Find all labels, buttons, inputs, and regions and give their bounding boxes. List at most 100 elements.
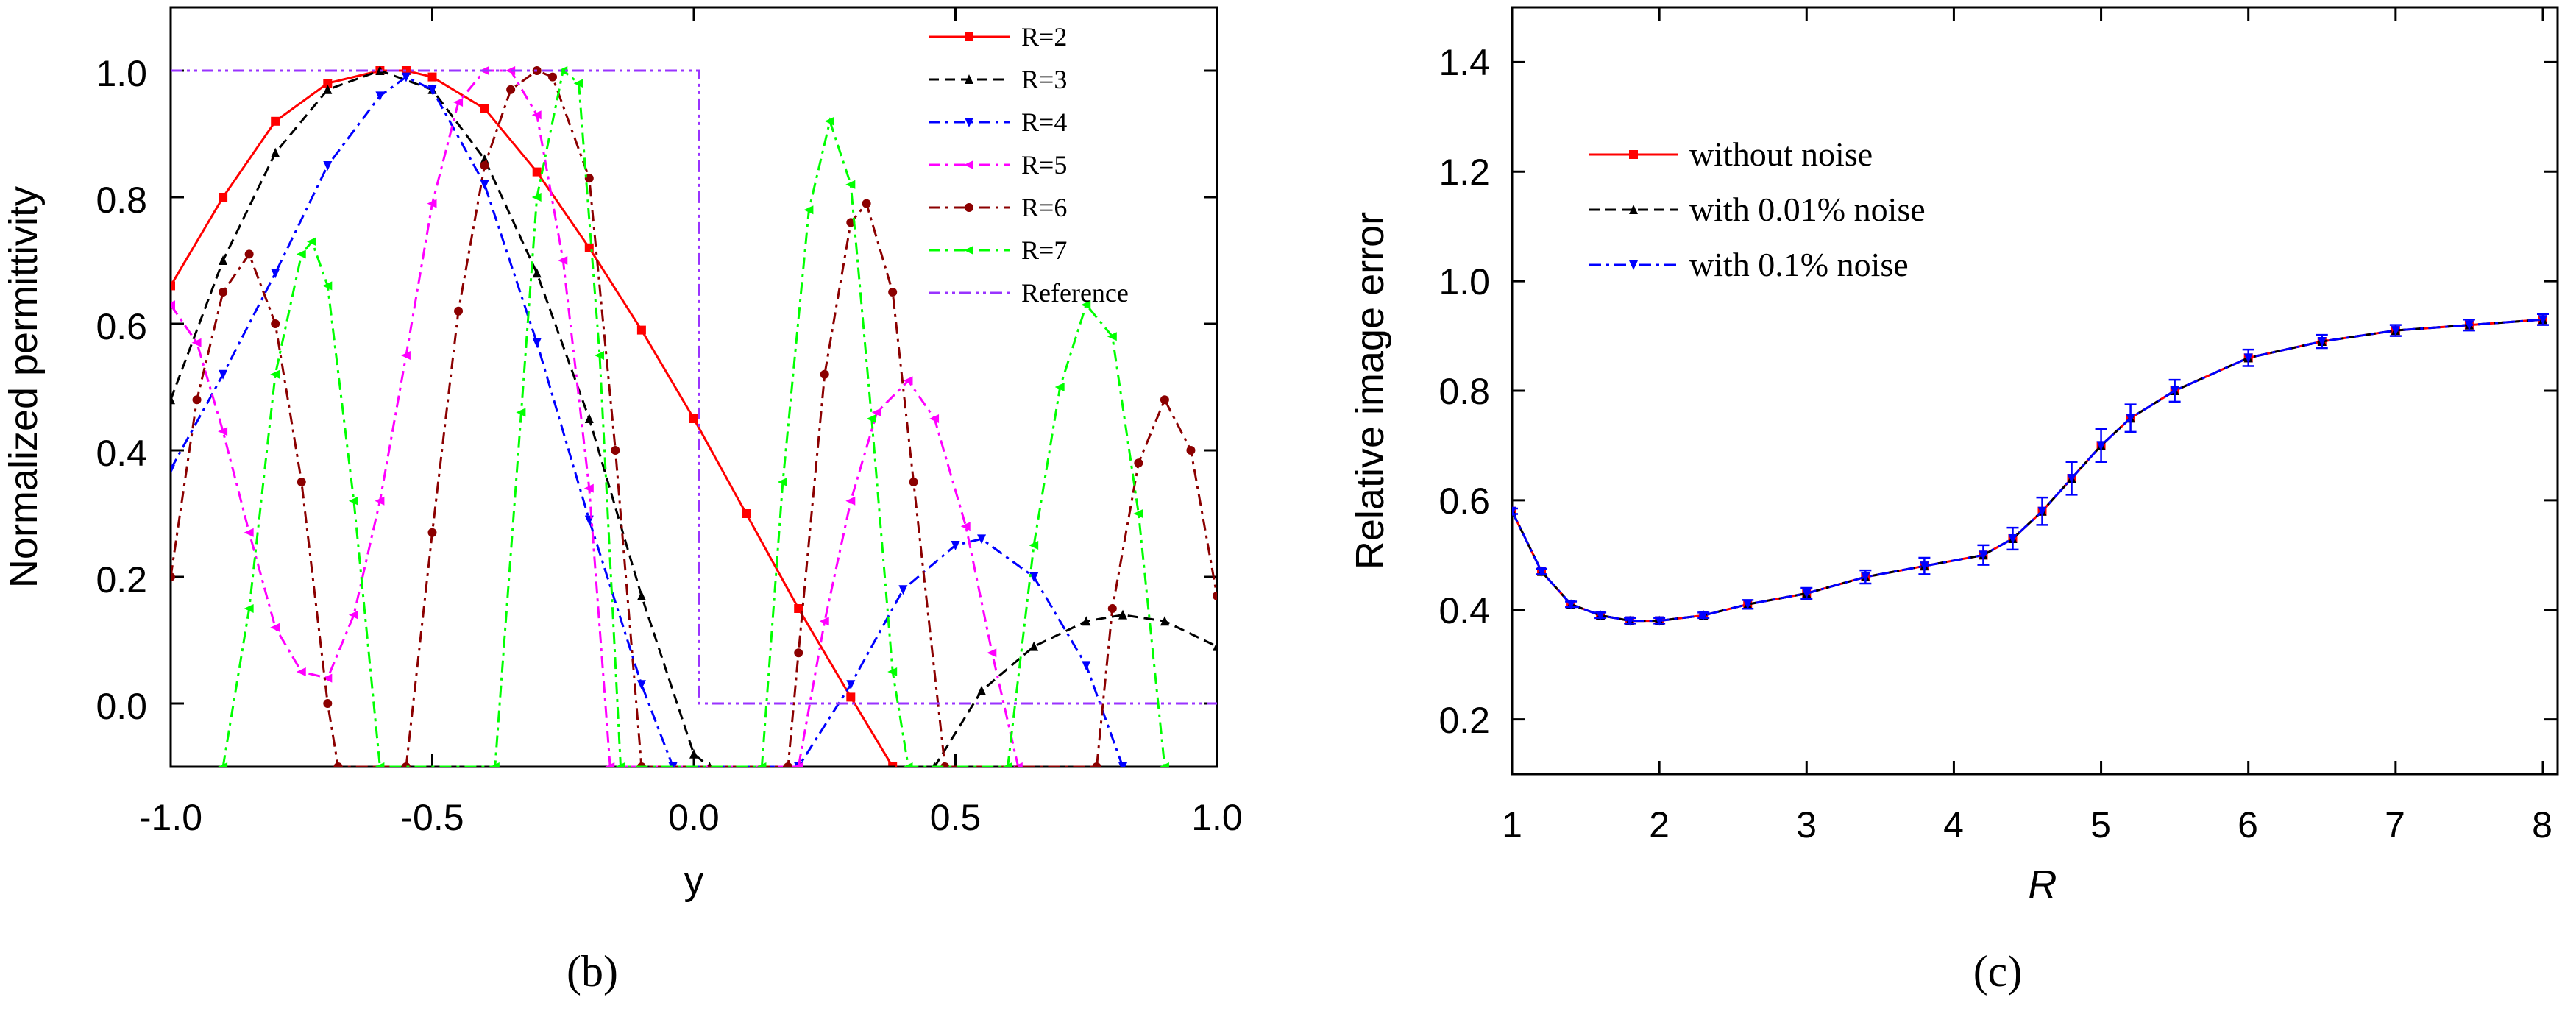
b-point-4-0 — [171, 572, 175, 581]
b-point-3-17 — [605, 762, 615, 767]
b-point-4-27 — [1107, 604, 1117, 613]
b-point-5-12 — [573, 79, 583, 88]
b-point-3-25 — [987, 648, 997, 658]
b-point-2-14 — [898, 585, 908, 595]
b-point-1-11 — [707, 762, 712, 767]
y-tick-label-c-5: 1.2 — [1438, 152, 1490, 193]
b-point-1-15 — [1082, 616, 1091, 626]
x-tick-label-b-3: 0.5 — [930, 797, 982, 838]
b-point-5-2 — [270, 369, 280, 379]
b-point-5-27 — [1107, 332, 1117, 341]
y-tick-label-c-1: 0.4 — [1438, 590, 1490, 631]
b-point-4-7 — [333, 762, 343, 767]
x-tick-label-c-3: 4 — [1943, 804, 1964, 845]
c-error-bar-2-3 — [1594, 611, 1607, 620]
c-legend-label-0: without noise — [1689, 135, 1873, 173]
b-legend-label-6: Reference — [1021, 278, 1129, 308]
b-point-4-29 — [1160, 395, 1169, 405]
b-point-5-18 — [824, 116, 834, 126]
x-tick-label-c-1: 2 — [1649, 804, 1670, 845]
c-error-bar-2-11 — [1977, 544, 1990, 566]
c-error-bar-2-1 — [1536, 567, 1548, 575]
y-axis-label-c: Relative image error — [1348, 212, 1392, 570]
b-point-4-23 — [888, 288, 898, 297]
b-point-5-14 — [615, 762, 625, 767]
c-error-bar-2-20 — [2389, 324, 2402, 337]
b-point-2-1 — [219, 369, 228, 380]
c-series-line-1 — [1512, 318, 2544, 623]
b-point-0-10 — [636, 325, 646, 335]
b-point-5-11 — [558, 66, 568, 75]
b-legend-marker-0 — [965, 32, 973, 41]
b-point-0-13 — [794, 604, 803, 613]
b-point-4-3 — [244, 249, 254, 259]
b-point-4-30 — [1186, 446, 1196, 455]
b-point-3-19 — [819, 617, 829, 626]
b-point-5-6 — [348, 496, 358, 506]
b-point-5-29 — [1159, 762, 1169, 767]
b-point-4-16 — [611, 446, 620, 455]
x-axis-label-b: y — [684, 859, 704, 903]
b-point-3-10 — [427, 199, 437, 208]
x-tick-label-b-0: -1.0 — [139, 797, 202, 838]
y-tick-label-b-0: 0.0 — [96, 686, 147, 727]
b-point-0-8 — [532, 167, 542, 177]
b-legend-label-3: R=5 — [1021, 150, 1067, 180]
b-point-5-10 — [531, 193, 542, 202]
b-point-3-7 — [348, 610, 358, 620]
b-point-2-16 — [977, 534, 987, 545]
b-point-4-28 — [1134, 458, 1143, 468]
x-tick-label-c-7: 8 — [2532, 804, 2552, 845]
b-point-4-31 — [1213, 591, 1217, 600]
b-point-5-0 — [218, 762, 228, 767]
b-point-2-13 — [846, 680, 856, 690]
b-point-1-16 — [1118, 609, 1128, 620]
b-point-4-22 — [862, 199, 871, 208]
b-point-5-19 — [845, 180, 856, 189]
b-point-2-8 — [532, 338, 542, 348]
c-legend-label-1: with 0.01% noise — [1689, 191, 1926, 228]
b-point-1-7 — [532, 268, 542, 278]
b-legend-label-4: R=6 — [1021, 193, 1067, 222]
caption-c: (c) — [1973, 947, 2023, 996]
x-tick-label-b-2: 0.0 — [668, 797, 720, 838]
b-point-4-2 — [219, 288, 228, 297]
c-error-bar-2-13 — [2036, 496, 2048, 526]
c-error-bar-2-6 — [1697, 611, 1710, 620]
b-legend-marker-1 — [965, 74, 973, 84]
b-point-5-20 — [866, 414, 876, 423]
b-legend-marker-4 — [965, 203, 973, 212]
b-point-4-20 — [820, 369, 829, 379]
b-point-3-15 — [558, 256, 568, 265]
y-axis-label-b: Normalized permittivity — [1, 186, 46, 588]
b-point-3-0 — [171, 300, 175, 310]
c-error-bar-2-17 — [2168, 378, 2181, 403]
caption-b: (b) — [567, 947, 618, 996]
c-error-bar-2-18 — [2242, 348, 2254, 367]
b-point-4-9 — [427, 528, 437, 537]
c-error-bar-2-7 — [1742, 599, 1754, 610]
b-point-5-1 — [244, 604, 254, 613]
b-point-3-6 — [322, 673, 333, 683]
b-point-4-12 — [506, 85, 516, 94]
c-error-bar-2-19 — [2316, 333, 2328, 350]
b-point-2-5 — [401, 72, 411, 82]
series-group-b — [171, 65, 1217, 767]
x-tick-label-c-0: 1 — [1502, 804, 1522, 845]
b-point-3-13 — [505, 66, 516, 75]
b-point-3-3 — [244, 528, 254, 537]
b-series-line-6 — [171, 69, 1217, 705]
b-point-1-8 — [584, 414, 594, 423]
b-point-5-23 — [1002, 762, 1012, 767]
b-point-0-6 — [427, 72, 437, 82]
b-point-5-8 — [489, 762, 500, 767]
y-tick-label-c-2: 0.6 — [1438, 481, 1490, 522]
b-point-3-11 — [453, 98, 464, 107]
b-point-0-3 — [323, 79, 333, 88]
b-point-2-4 — [375, 91, 385, 102]
x-tick-label-c-4: 5 — [2090, 804, 2111, 845]
c-legend-marker-0 — [1629, 150, 1638, 159]
b-point-5-7 — [375, 762, 385, 767]
b-point-0-1 — [219, 193, 228, 202]
